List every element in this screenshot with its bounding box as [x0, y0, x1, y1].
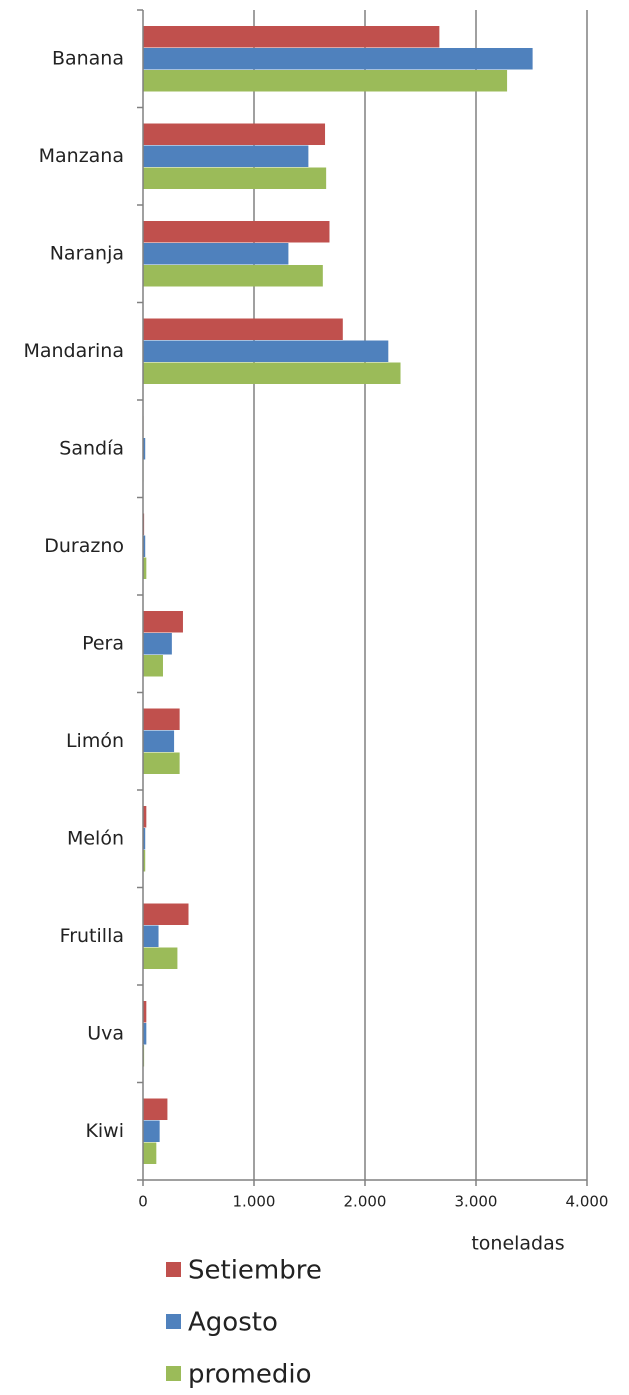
- y-tick-label: Limón: [66, 730, 124, 752]
- legend-label: promedio: [188, 1360, 312, 1390]
- legend-label: Setiembre: [188, 1256, 322, 1286]
- bar: [143, 26, 440, 48]
- y-tick-label: Banana: [52, 47, 124, 69]
- y-tick-label: Manzana: [39, 145, 124, 167]
- bar: [143, 438, 146, 460]
- bar: [143, 655, 163, 677]
- bar: [143, 535, 146, 557]
- y-tick-label: Mandarina: [23, 340, 124, 362]
- bar: [143, 828, 146, 850]
- bar: [143, 265, 323, 287]
- y-tick-label: Sandía: [59, 437, 124, 459]
- bar: [143, 633, 172, 655]
- bar: [143, 362, 401, 384]
- y-tick-label: Durazno: [44, 535, 124, 557]
- bar: [143, 1120, 160, 1142]
- x-tick-label: 2.000: [344, 1193, 387, 1211]
- y-tick-label: Kiwi: [85, 1120, 124, 1142]
- x-axis-label: toneladas: [471, 1233, 564, 1255]
- bar: [143, 947, 178, 969]
- y-tick-label: Naranja: [50, 242, 124, 264]
- bar: [143, 123, 326, 145]
- y-tick-label: Uva: [87, 1022, 124, 1044]
- y-tick-label: Frutilla: [60, 925, 124, 947]
- bar: [143, 708, 180, 730]
- bar: [143, 1098, 168, 1120]
- legend-swatch: [166, 1314, 181, 1329]
- legend-label: Agosto: [188, 1308, 278, 1338]
- bar: [143, 752, 180, 774]
- bar: [143, 611, 183, 633]
- bar: [143, 730, 175, 752]
- bar: [143, 1023, 147, 1045]
- bar: [143, 1001, 147, 1023]
- x-tick-label: 0: [138, 1193, 148, 1211]
- x-tick-label: 1.000: [233, 1193, 276, 1211]
- y-tick-label: Pera: [82, 632, 124, 654]
- bar: [143, 1142, 157, 1164]
- bar: [143, 145, 309, 167]
- bar: [143, 48, 533, 70]
- bar: [143, 243, 289, 265]
- bar: [143, 925, 159, 947]
- bar: [143, 903, 189, 925]
- bar: [143, 318, 343, 340]
- bar: [143, 167, 327, 189]
- bar: [143, 221, 330, 243]
- y-tick-label: Melón: [67, 827, 124, 849]
- x-tick-label: 4.000: [566, 1193, 609, 1211]
- legend-swatch: [166, 1366, 181, 1381]
- legend-swatch: [166, 1262, 181, 1277]
- x-tick-label: 3.000: [455, 1193, 498, 1211]
- bar: [143, 340, 389, 362]
- bar: [143, 70, 508, 92]
- bar: [143, 557, 147, 579]
- bar: [143, 806, 147, 828]
- bar: [143, 850, 146, 872]
